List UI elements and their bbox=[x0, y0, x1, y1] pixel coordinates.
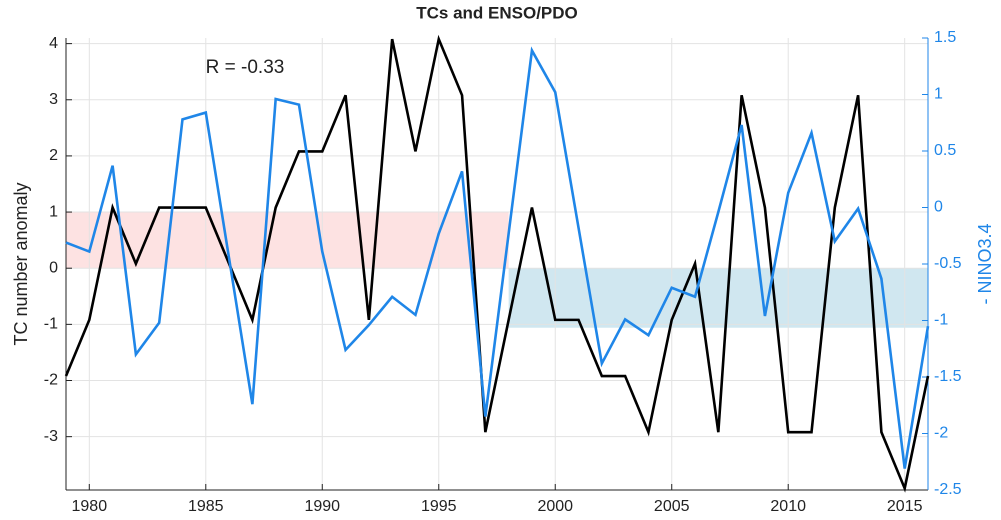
x-tick-label: 1985 bbox=[188, 498, 224, 515]
y2-tick-label: -2.5 bbox=[934, 481, 962, 498]
y-tick-label: -3 bbox=[44, 428, 58, 445]
y-tick-label: 4 bbox=[49, 35, 58, 52]
y-tick-label: 3 bbox=[49, 91, 58, 108]
y2-tick-label: -1 bbox=[934, 312, 948, 329]
y2-tick-label: 1 bbox=[934, 86, 943, 103]
x-tick-label: 2010 bbox=[770, 498, 806, 515]
chart-title: TCs and ENSO/PDO bbox=[416, 3, 578, 22]
y2-tick-label: -2 bbox=[934, 425, 948, 442]
y2-tick-label: -0.5 bbox=[934, 255, 962, 272]
x-tick-label: 2005 bbox=[654, 498, 690, 515]
data-line bbox=[64, 34, 930, 493]
x-tick-label: 1995 bbox=[421, 498, 457, 515]
y2-tick-label: -1.5 bbox=[934, 368, 962, 385]
y2-tick-label: 1.5 bbox=[934, 29, 956, 46]
y-tick-label: 1 bbox=[49, 203, 58, 220]
x-tick-label: 2015 bbox=[887, 498, 923, 515]
y-tick-label: -2 bbox=[44, 372, 58, 389]
annotation: R = -0.33 bbox=[206, 57, 285, 78]
y2-tick-label: 0.5 bbox=[934, 142, 956, 159]
y2-axis-label: - NINO3.4 bbox=[975, 223, 995, 304]
y2-tick-label: 0 bbox=[934, 199, 943, 216]
x-tick-label: 2000 bbox=[537, 498, 573, 515]
x-tick-label: 1980 bbox=[72, 498, 108, 515]
x-tick-label: 1990 bbox=[304, 498, 340, 515]
data-line bbox=[65, 46, 930, 469]
y-tick-label: 2 bbox=[49, 147, 58, 164]
shaded-region bbox=[66, 212, 509, 269]
y-axis-label: TC number anomaly bbox=[11, 182, 31, 345]
y-tick-label: -1 bbox=[44, 316, 58, 333]
y-tick-label: 0 bbox=[49, 259, 58, 276]
shaded-region bbox=[508, 268, 928, 328]
